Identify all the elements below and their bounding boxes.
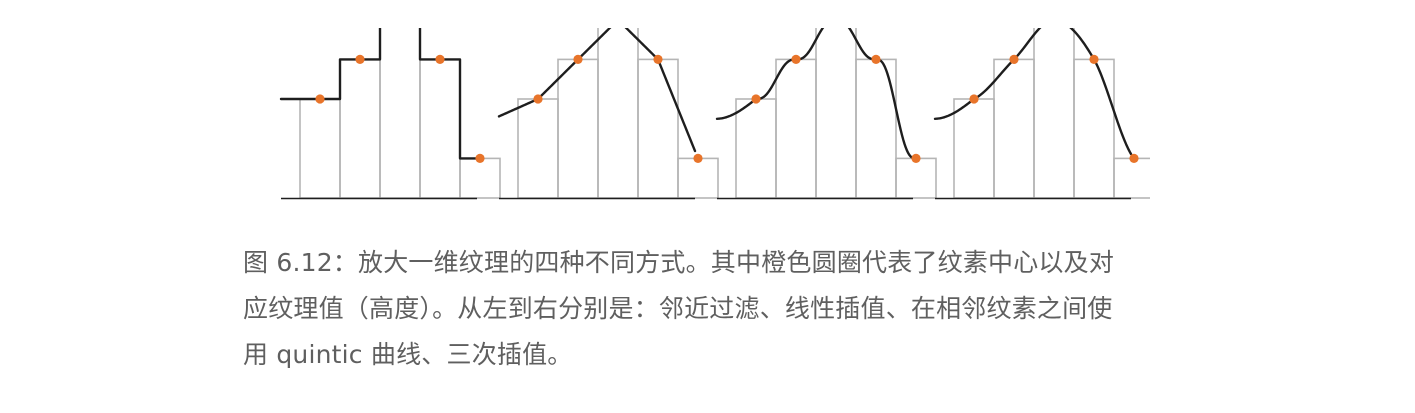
caption-line-1: 图 6.12：放大一维纹理的四种不同方式。其中橙色圆圈代表了纹素中心以及对 — [243, 248, 1115, 277]
texel-center-dot — [969, 94, 979, 104]
texel-bar — [815, 28, 857, 199]
texel-center-dot — [693, 153, 703, 163]
texel-bar — [895, 157, 937, 199]
texel-bar — [1073, 58, 1115, 199]
texture-magnification-figure — [279, 28, 1150, 200]
reconstructed-curve — [933, 28, 1133, 156]
texel-center-dot — [475, 153, 485, 163]
texel-bar — [953, 98, 995, 199]
texel-bar — [557, 58, 599, 199]
texel-bar — [299, 98, 341, 199]
reconstructed-curve — [497, 28, 697, 153]
texel-bar — [993, 58, 1035, 199]
texel-bar — [1033, 28, 1075, 199]
caption-line-2: 应纹理值（高度）。从左到右分别是：邻近过滤、线性插值、在相邻纹素之间使 — [243, 294, 1113, 323]
texel-bar — [677, 157, 719, 199]
texel-center-dot — [315, 94, 325, 104]
texel-center-dot — [1089, 54, 1099, 64]
caption-line-3: 用 quintic 曲线、三次插值。 — [243, 340, 573, 369]
texel-center-dot — [791, 54, 801, 64]
texel-center-dot — [435, 54, 445, 64]
texel-bar — [339, 58, 381, 199]
texel-center-dot — [911, 153, 921, 163]
texel-center-dot — [1129, 153, 1139, 163]
texel-bar — [517, 98, 559, 199]
panel-nearest — [279, 28, 501, 200]
texel-center-dot — [653, 54, 663, 64]
texel-bar — [637, 58, 679, 199]
texel-bar — [379, 28, 421, 199]
texel-center-dot — [533, 94, 543, 104]
reconstructed-curve — [279, 28, 479, 160]
texel-bar — [1113, 157, 1150, 199]
panel-cubic — [933, 28, 1150, 200]
figure-caption: 图 6.12：放大一维纹理的四种不同方式。其中橙色圆圈代表了纹素中心以及对 应纹… — [243, 240, 1173, 378]
reconstructed-curve — [715, 28, 915, 160]
texel-bar — [459, 157, 501, 199]
texel-bar — [735, 98, 777, 199]
texel-center-dot — [573, 54, 583, 64]
panel-linear — [497, 28, 719, 200]
texel-bar — [597, 28, 639, 199]
texel-center-dot — [355, 54, 365, 64]
texel-center-dot — [1009, 54, 1019, 64]
panel-quintic — [715, 28, 937, 200]
texel-bar — [775, 58, 817, 199]
texel-center-dot — [751, 94, 761, 104]
texel-center-dot — [871, 54, 881, 64]
texel-bar — [419, 58, 461, 199]
